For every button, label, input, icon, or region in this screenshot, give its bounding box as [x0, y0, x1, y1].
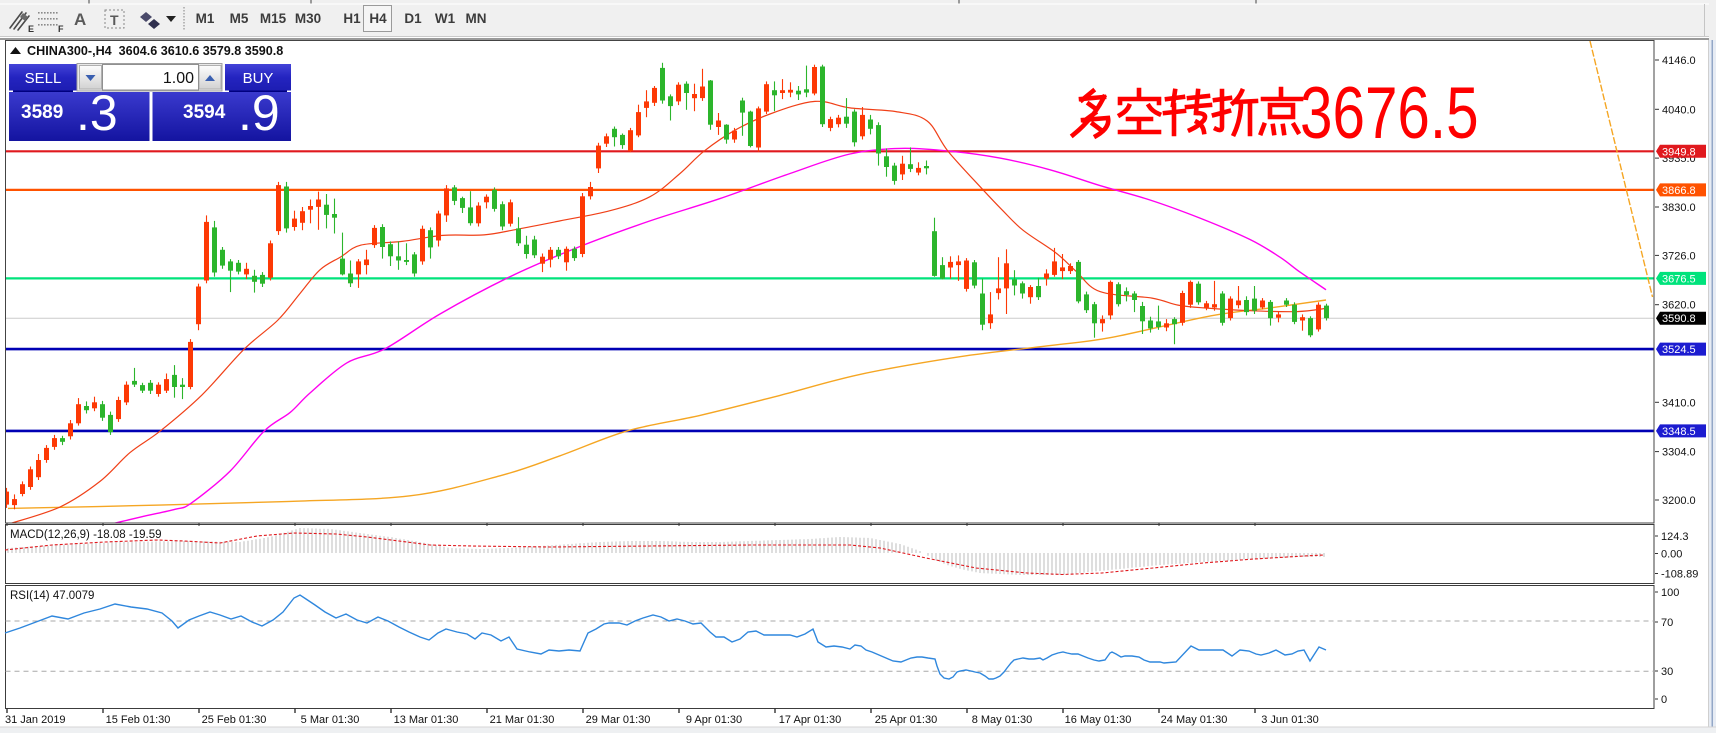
svg-text:3676.5: 3676.5: [1662, 273, 1696, 285]
svg-text:24 May 01:30: 24 May 01:30: [1161, 714, 1228, 726]
svg-text:124.3: 124.3: [1661, 531, 1689, 543]
svg-text:3590.8: 3590.8: [1662, 313, 1696, 325]
svg-text:16 May 01:30: 16 May 01:30: [1065, 714, 1132, 726]
svg-text:BUY: BUY: [243, 70, 274, 87]
svg-text:3620.0: 3620.0: [1662, 300, 1696, 312]
svg-text:3 Jun 01:30: 3 Jun 01:30: [1261, 714, 1319, 726]
svg-text:M15: M15: [260, 11, 287, 26]
svg-text:3830.0: 3830.0: [1662, 202, 1696, 214]
svg-text:4146.0: 4146.0: [1662, 55, 1696, 67]
svg-text:3304.0: 3304.0: [1662, 447, 1696, 459]
svg-text:3524.5: 3524.5: [1662, 344, 1696, 356]
svg-text:M5: M5: [230, 11, 249, 26]
svg-text:3866.8: 3866.8: [1662, 185, 1696, 197]
svg-text:W1: W1: [435, 11, 456, 26]
svg-text:9 Apr 01:30: 9 Apr 01:30: [686, 714, 742, 726]
svg-text:13 Mar 01:30: 13 Mar 01:30: [394, 714, 459, 726]
svg-text:3594: 3594: [183, 102, 226, 123]
svg-text:MACD(12,26,9) -18.08 -19.59: MACD(12,26,9) -18.08 -19.59: [10, 529, 162, 541]
svg-text:30: 30: [1661, 666, 1673, 678]
svg-text:T: T: [110, 12, 119, 28]
svg-text:3589: 3589: [21, 102, 63, 123]
svg-text:.9: .9: [238, 85, 280, 141]
svg-text:3949.8: 3949.8: [1662, 146, 1696, 158]
svg-text:F: F: [58, 24, 64, 34]
svg-text:H4: H4: [369, 11, 387, 26]
svg-text:.3: .3: [76, 85, 118, 141]
svg-text:15 Feb 01:30: 15 Feb 01:30: [106, 714, 171, 726]
svg-text:SELL: SELL: [25, 70, 62, 87]
svg-text:29 Mar 01:30: 29 Mar 01:30: [586, 714, 651, 726]
svg-text:21 Mar 01:30: 21 Mar 01:30: [490, 714, 555, 726]
svg-text:100: 100: [1661, 587, 1679, 599]
svg-text:3676.5: 3676.5: [1300, 73, 1479, 155]
svg-text:25 Feb 01:30: 25 Feb 01:30: [202, 714, 267, 726]
svg-text:25 Apr 01:30: 25 Apr 01:30: [875, 714, 937, 726]
svg-text:M1: M1: [196, 11, 215, 26]
svg-text:0.00: 0.00: [1661, 549, 1682, 561]
svg-text:-108.89: -108.89: [1661, 569, 1698, 581]
svg-text:H1: H1: [343, 11, 361, 26]
svg-text:3200.0: 3200.0: [1662, 495, 1696, 507]
svg-text:4040.0: 4040.0: [1662, 104, 1696, 116]
svg-text:1.00: 1.00: [163, 70, 194, 87]
svg-text:3410.0: 3410.0: [1662, 397, 1696, 409]
svg-text:CHINA300-,H4 3604.6 3610.6 35: CHINA300-,H4 3604.6 3610.6 3579.8 3590.8: [27, 44, 283, 58]
svg-text:5 Mar 01:30: 5 Mar 01:30: [301, 714, 360, 726]
svg-text:3348.5: 3348.5: [1662, 426, 1696, 438]
svg-text:31 Jan 2019: 31 Jan 2019: [5, 714, 66, 726]
svg-text:E: E: [28, 24, 34, 34]
svg-text:17 Apr 01:30: 17 Apr 01:30: [779, 714, 841, 726]
svg-text:RSI(14) 47.0079: RSI(14) 47.0079: [10, 590, 94, 602]
svg-text:A: A: [74, 10, 86, 29]
svg-text:3726.0: 3726.0: [1662, 250, 1696, 262]
svg-text:70: 70: [1661, 617, 1673, 629]
svg-text:8 May 01:30: 8 May 01:30: [972, 714, 1033, 726]
svg-text:D1: D1: [404, 11, 422, 26]
svg-text:MN: MN: [466, 11, 487, 26]
svg-text:0: 0: [1661, 694, 1667, 706]
svg-text:M30: M30: [295, 11, 321, 26]
